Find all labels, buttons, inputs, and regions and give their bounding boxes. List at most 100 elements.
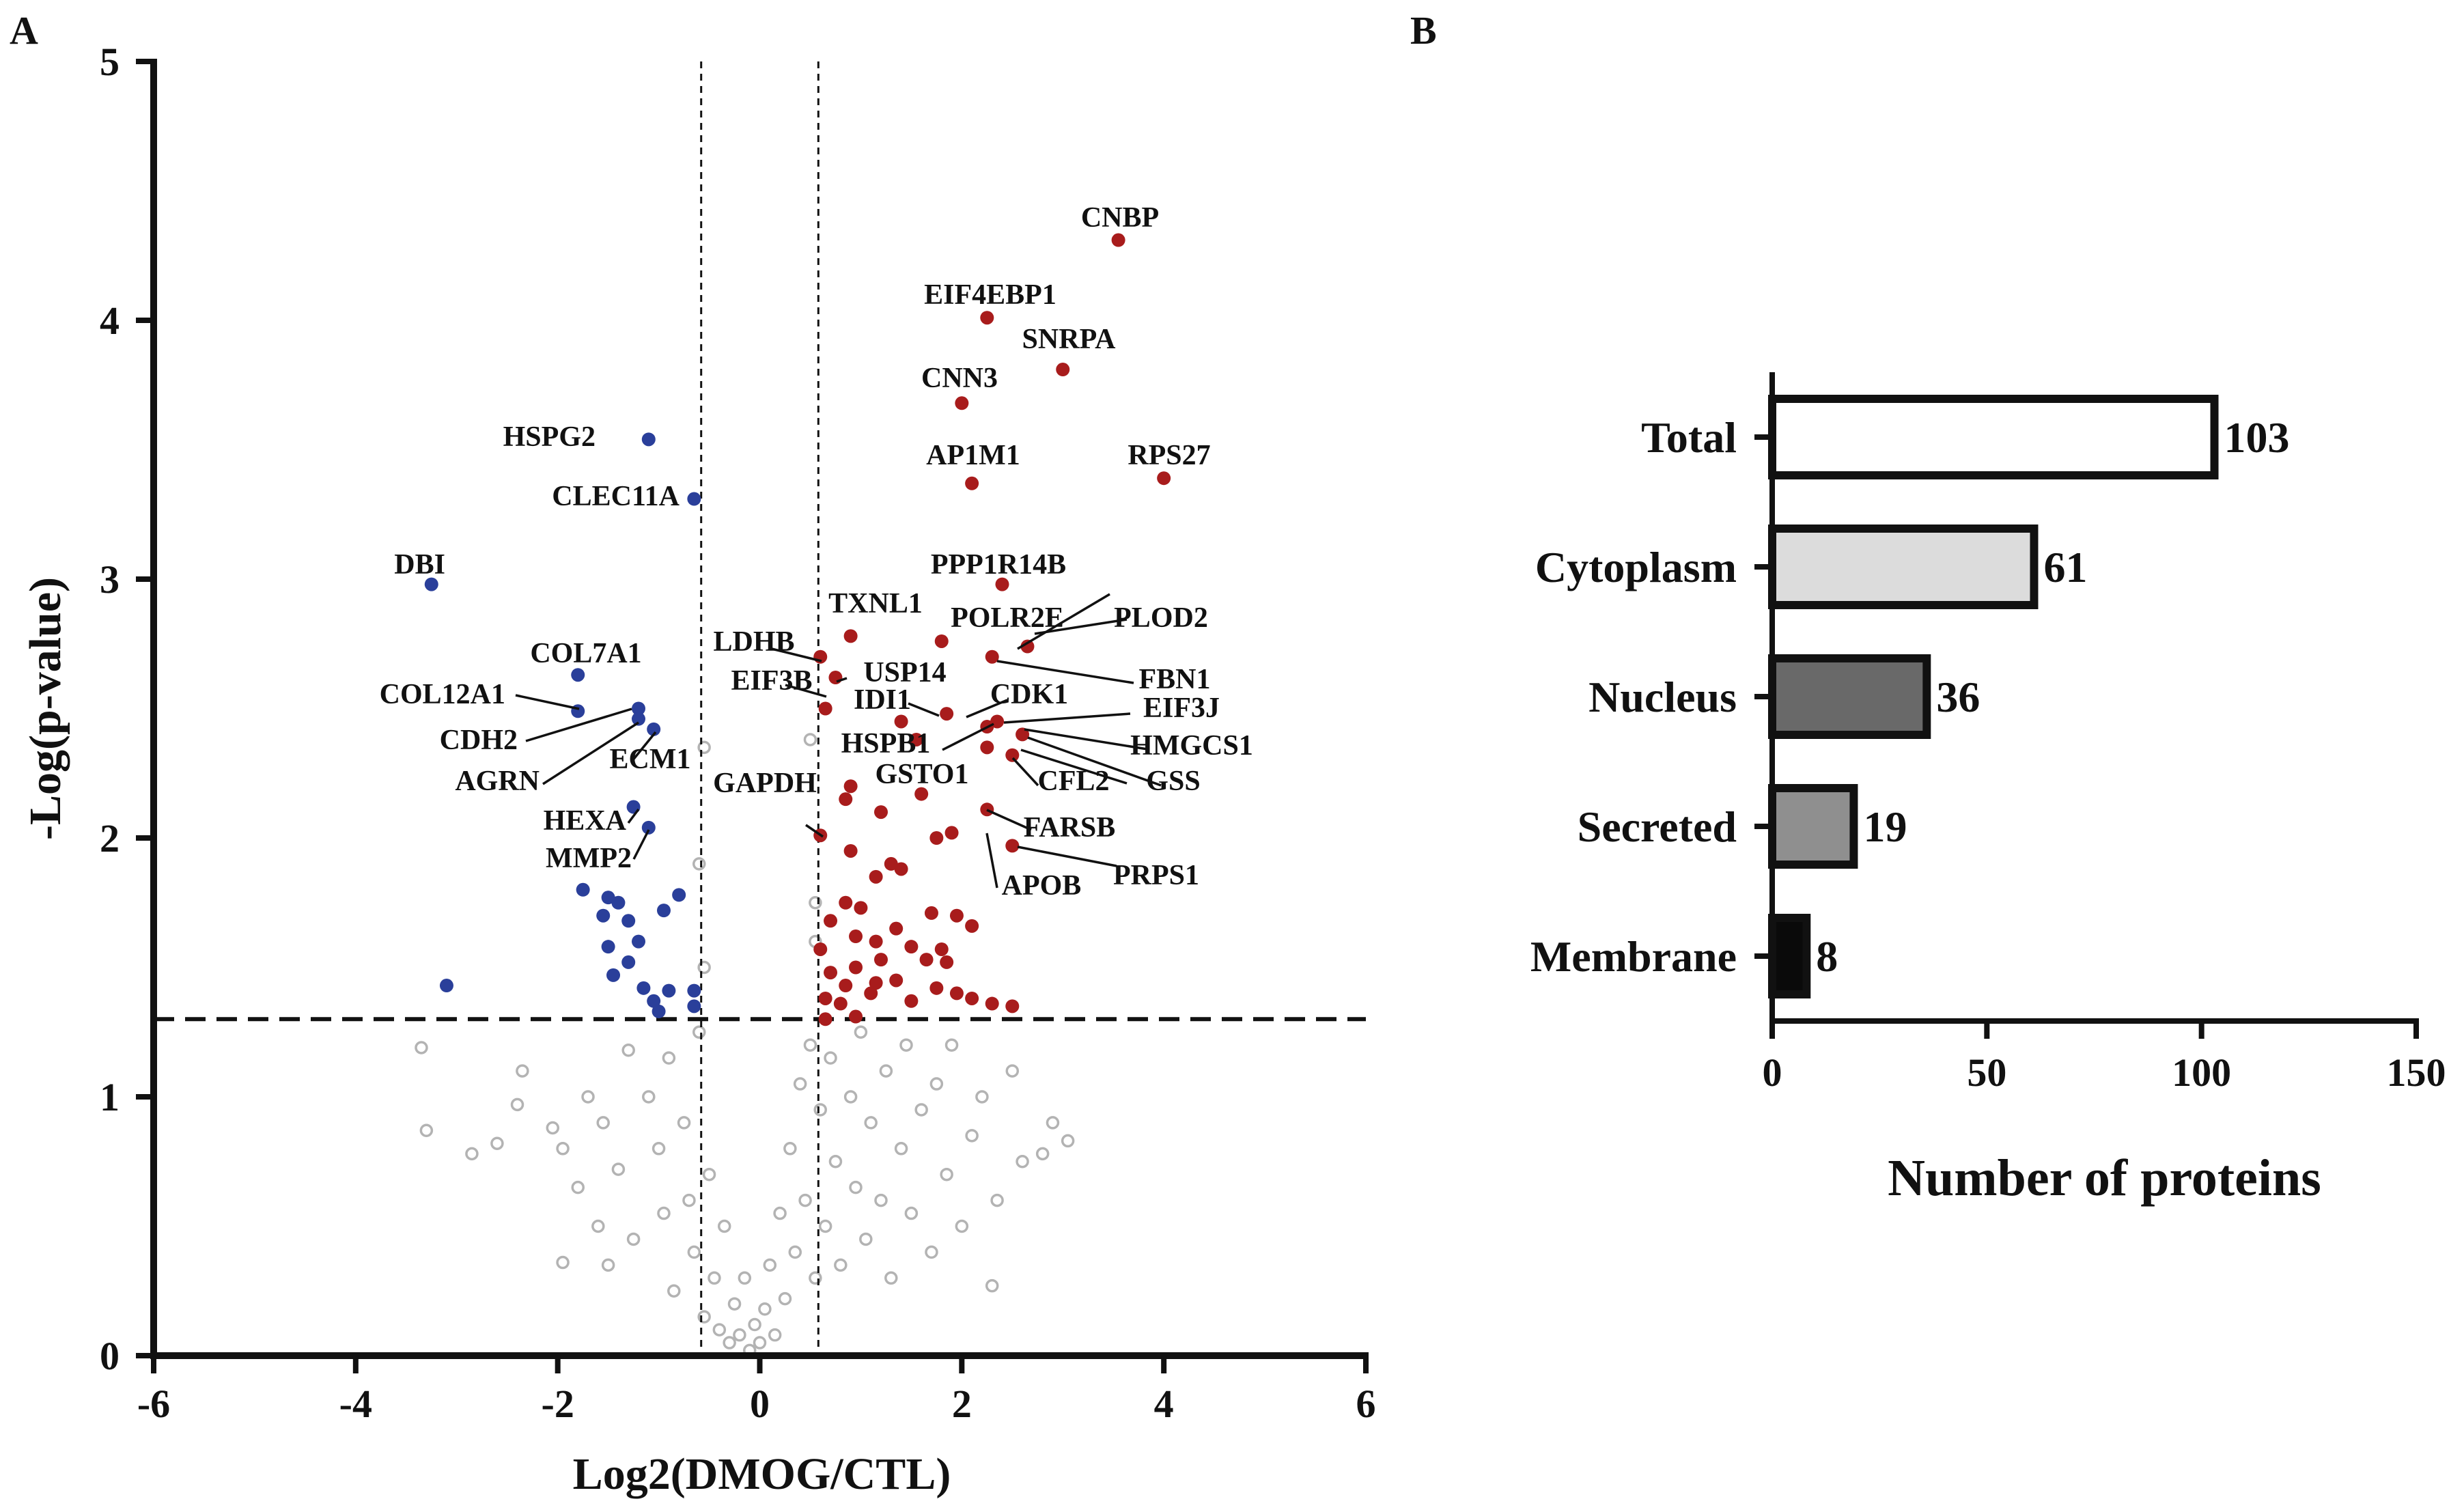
y-tick-label: 4 [100, 298, 120, 343]
up-point [894, 714, 908, 729]
bar-secreted [1768, 784, 1858, 869]
leader-line [1017, 845, 1117, 867]
up-point [1005, 999, 1020, 1013]
gene-label: HMGCS1 [1130, 730, 1253, 761]
ns-point [818, 1219, 832, 1233]
up-point [929, 981, 944, 995]
bar-value-label: 8 [1816, 932, 1838, 981]
ns-point [904, 1206, 919, 1220]
panel-label-b: B [1410, 8, 1437, 53]
down-point [571, 668, 585, 682]
up-point [884, 856, 898, 871]
gene-label: CDK1 [990, 679, 1068, 710]
ns-point [642, 1090, 656, 1104]
up-point [940, 955, 954, 969]
up-point [874, 953, 888, 967]
gene-label: EIF3J [1143, 693, 1220, 724]
up-point [929, 831, 944, 845]
up-point [864, 986, 878, 1001]
category-label: Secreted [1578, 802, 1737, 851]
ns-point [556, 1142, 570, 1156]
up-point [843, 779, 858, 794]
label-leaders [515, 593, 1162, 889]
up-point [980, 740, 994, 755]
up-point [874, 805, 888, 820]
ns-point [571, 1180, 585, 1194]
up-point [824, 966, 838, 980]
down-point [636, 981, 651, 995]
ns-point [879, 1064, 893, 1078]
gene-label: COL7A1 [530, 638, 641, 669]
up-point [940, 707, 954, 721]
bar-total [1768, 395, 2219, 479]
ns-point [621, 1044, 635, 1057]
down-point [621, 955, 636, 969]
ns-point [944, 1038, 959, 1052]
ns-point [662, 1051, 676, 1065]
ns-point [556, 1255, 570, 1270]
leader-line [630, 731, 657, 763]
ns-point [748, 1317, 761, 1332]
gene-label: HEXA [544, 805, 627, 837]
leader-line [771, 647, 822, 662]
gene-label: ECM1 [610, 744, 691, 775]
down-points [424, 432, 701, 1018]
up-point [924, 906, 938, 920]
leader-line [966, 699, 1008, 718]
gene-label: AGRN [455, 766, 540, 797]
ns-point [1005, 1064, 1020, 1078]
leader-line [525, 708, 632, 742]
gene-label: RPS27 [1128, 440, 1210, 471]
ns-point [727, 1297, 742, 1311]
ns-point [899, 1038, 913, 1052]
up-point [839, 895, 853, 910]
ns-point [965, 1129, 979, 1143]
bar-value-label: 19 [1863, 802, 1907, 851]
gene-label: GSTO1 [876, 759, 969, 790]
down-point [626, 800, 641, 814]
gene-label: SNRPA [1022, 324, 1117, 355]
up-point [1056, 363, 1070, 377]
gene-label: EIF3B [731, 665, 812, 697]
up-point [949, 986, 964, 1001]
ns-point [626, 1232, 641, 1246]
ns-point [1035, 1147, 1050, 1161]
ns-point [773, 1206, 787, 1220]
gene-label: CNBP [1081, 202, 1159, 234]
gene-label: IDI1 [854, 684, 911, 716]
ns-point [768, 1328, 782, 1342]
down-point [611, 895, 626, 910]
ns-point [516, 1064, 529, 1078]
y-tick-label: 5 [100, 40, 120, 84]
ns-point [1061, 1134, 1075, 1148]
x-tick-label: -4 [339, 1382, 372, 1426]
ns-point [546, 1121, 560, 1135]
ns-point [803, 1038, 817, 1052]
ns-point [985, 1278, 999, 1293]
ns-point [717, 1219, 731, 1233]
leader-line [985, 833, 998, 889]
gene-label: GSS [1146, 766, 1200, 797]
up-point [1005, 839, 1020, 853]
ns-point [788, 1245, 802, 1259]
gene-label: GAPDH [713, 768, 817, 799]
gene-label: PLOD2 [1114, 602, 1208, 634]
down-point [641, 432, 656, 447]
bar-nucleus [1768, 654, 1931, 739]
down-point [596, 908, 611, 923]
x-tick-label: 4 [1154, 1382, 1174, 1426]
ns-point [803, 733, 817, 746]
up-point [944, 826, 959, 840]
leader-line [515, 694, 580, 710]
ns-point [581, 1090, 595, 1104]
down-point [632, 701, 645, 716]
category-label: Nucleus [1588, 673, 1737, 721]
category-label: Membrane [1530, 932, 1737, 981]
up-point [985, 996, 999, 1011]
ns-point [682, 1193, 696, 1207]
gene-label: FARSB [1024, 812, 1116, 843]
gene-labels: CNBP EIF4EBP1 SNRPA CNN3 AP1M1 RPS27 HSPG2 CLEC… [380, 202, 1253, 901]
y-tick-label: 2 [100, 816, 120, 861]
ns-point [1046, 1116, 1060, 1130]
gene-label: AP1M1 [926, 440, 1020, 471]
